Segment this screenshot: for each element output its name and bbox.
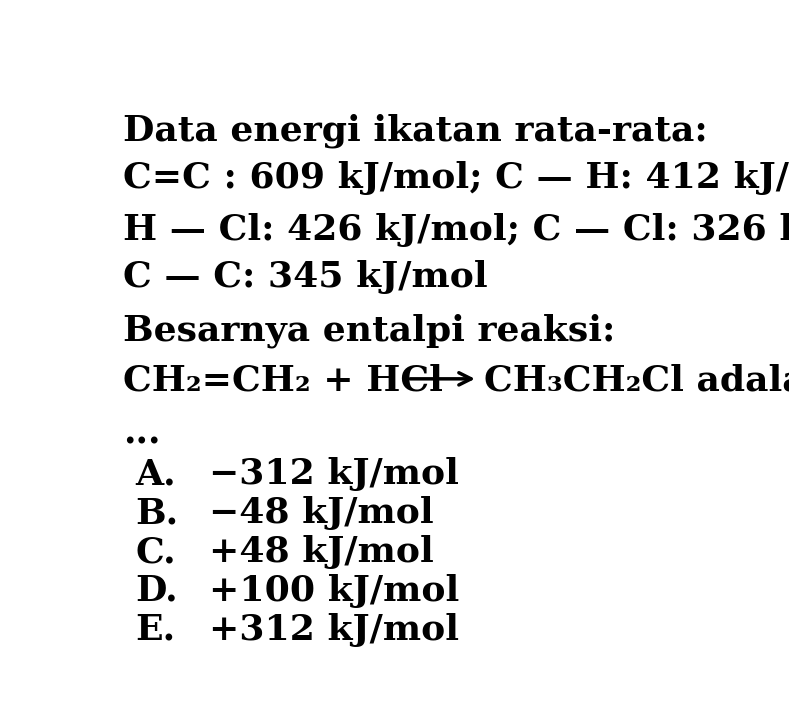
Text: CH₃CH₂Cl adalah: CH₃CH₂Cl adalah — [484, 364, 789, 398]
Text: C=C : 609 kJ/mol; C — H: 412 kJ/mol: C=C : 609 kJ/mol; C — H: 412 kJ/mol — [123, 161, 789, 195]
Text: B.: B. — [136, 496, 178, 530]
Text: ...: ... — [123, 417, 161, 451]
Text: −312 kJ/mol: −312 kJ/mol — [208, 457, 458, 491]
Text: E.: E. — [136, 613, 175, 647]
Text: C.: C. — [136, 535, 176, 569]
Text: Data energi ikatan rata-rata:: Data energi ikatan rata-rata: — [123, 114, 708, 148]
Text: H — Cl: 426 kJ/mol; C — Cl: 326 kJ/mol;: H — Cl: 426 kJ/mol; C — Cl: 326 kJ/mol; — [123, 213, 789, 247]
Text: +312 kJ/mol: +312 kJ/mol — [208, 613, 458, 647]
Text: C — C: 345 kJ/mol: C — C: 345 kJ/mol — [123, 260, 488, 294]
Text: −48 kJ/mol: −48 kJ/mol — [208, 496, 433, 530]
Text: +48 kJ/mol: +48 kJ/mol — [208, 535, 433, 569]
Text: CH₂=CH₂ + HCl: CH₂=CH₂ + HCl — [123, 364, 443, 398]
Text: D.: D. — [136, 574, 178, 608]
Text: +100 kJ/mol: +100 kJ/mol — [208, 574, 459, 608]
Text: A.: A. — [136, 457, 176, 491]
Text: Besarnya entalpi reaksi:: Besarnya entalpi reaksi: — [123, 314, 615, 348]
